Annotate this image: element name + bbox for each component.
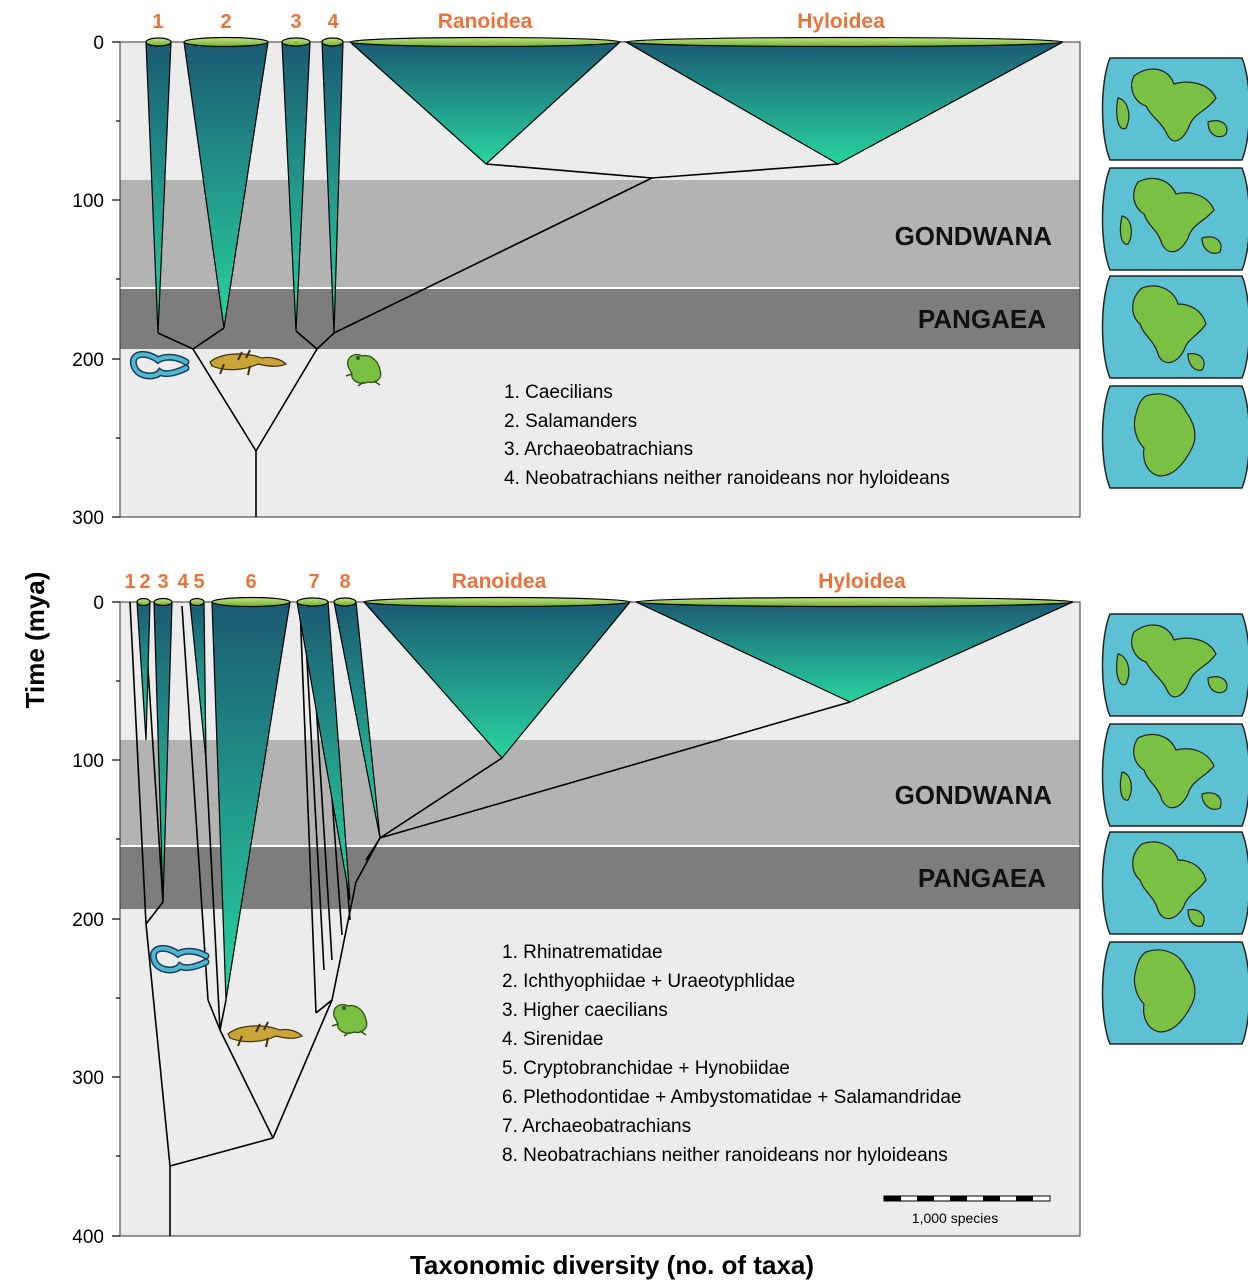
bottom-legend-3: 3. Higher caecilians [502, 1000, 668, 1021]
bottom-legend-6: 6. Plethodontidae + Ambystomatidae + Sal… [502, 1087, 961, 1108]
bottom-legend-7: 7. Archaeobatrachians [502, 1116, 691, 1137]
bottom-pangaea-band [120, 847, 1080, 909]
bottom-label-7: 7 [308, 571, 319, 593]
top-pangaea-band [120, 289, 1080, 349]
top-legend-4: 4. Neobatrachians neither ranoideans nor… [504, 468, 950, 489]
bottom-legend-2: 2. Ichthyophiidae + Uraeotyphlidae [502, 971, 795, 992]
bottom-tick-100: 100 [72, 751, 104, 772]
bottom-legend-1: 1. Rhinatrematidae [502, 942, 663, 963]
top-legend-1: 1. Caecilians [504, 382, 613, 403]
bottom-label-2: 2 [139, 571, 150, 593]
scale-bar [883, 1195, 1051, 1202]
bottom-tick-300: 300 [72, 1068, 104, 1089]
top-gondwana-band [120, 180, 1080, 288]
top-tick-0: 0 [93, 33, 104, 54]
top-panel: 0 100 200 300 GONDWANA PANGAEA [72, 10, 1081, 529]
top-label-1: 1 [152, 11, 163, 33]
globe-map-icon [1101, 831, 1248, 935]
bottom-plot-background [120, 602, 1080, 1236]
globe-maps [1101, 57, 1248, 1045]
bottom-label-3: 3 [157, 571, 168, 593]
top-label-hyloidea: Hyloidea [797, 10, 885, 33]
caecilian-icon [149, 944, 210, 974]
scale-bar-label: 1,000 species [912, 1210, 998, 1226]
bottom-legend-8: 8. Neobatrachians neither ranoideans nor… [502, 1145, 948, 1166]
bottom-gondwana-label: GONDWANA [895, 780, 1053, 810]
top-label-3: 3 [290, 11, 301, 33]
top-clades [145, 36, 1064, 334]
top-tick-300: 300 [72, 508, 104, 529]
top-legend-2: 2. Salamanders [504, 411, 637, 432]
bottom-gondwana-band [120, 740, 1080, 846]
bottom-tick-200: 200 [72, 910, 104, 931]
top-label-ranoidea: Ranoidea [438, 10, 533, 33]
bottom-label-4: 4 [177, 571, 189, 593]
top-tick-100: 100 [72, 191, 104, 212]
globe-map-icon [1101, 723, 1248, 827]
bottom-legend-5: 5. Cryptobranchidae + Hynobiidae [502, 1058, 790, 1079]
globe-map-icon [1101, 385, 1248, 489]
bottom-legend-4: 4. Sirenidae [502, 1029, 603, 1050]
globe-map-icon [1101, 167, 1248, 271]
frog-icon [345, 353, 382, 387]
bottom-tick-400: 400 [72, 1227, 104, 1248]
bottom-label-5: 5 [193, 571, 204, 593]
frog-icon [331, 1003, 368, 1037]
top-legend-3: 3. Archaeobatrachians [504, 439, 693, 460]
globe-map-icon [1101, 275, 1248, 379]
top-pangaea-label: PANGAEA [918, 304, 1046, 334]
x-axis-title: Taxonomic diversity (no. of taxa) [410, 1250, 814, 1280]
bottom-clades [136, 596, 1074, 1001]
bottom-label-hyloidea: Hyloidea [818, 570, 906, 593]
bottom-label-8: 8 [339, 571, 350, 593]
bottom-tick-0: 0 [93, 593, 104, 614]
salamander-icon [209, 349, 288, 376]
salamander-icon [227, 1021, 304, 1048]
bottom-panel: 0 100 200 300 400 GONDWANA PANGAEA [72, 570, 1081, 1248]
bottom-pangaea-label: PANGAEA [918, 863, 1046, 893]
bottom-label-1: 1 [124, 571, 135, 593]
globe-map-icon [1101, 57, 1248, 161]
top-label-2: 2 [220, 11, 231, 33]
globe-map-icon [1101, 613, 1248, 717]
globe-map-icon [1101, 941, 1248, 1045]
y-axis-title: Time (mya) [20, 572, 50, 709]
top-label-4: 4 [327, 11, 339, 33]
bottom-label-ranoidea: Ranoidea [452, 570, 547, 593]
top-gondwana-label: GONDWANA [895, 221, 1053, 251]
caecilian-icon [129, 350, 190, 380]
top-tree-branches [157, 163, 839, 517]
bottom-label-6: 6 [245, 571, 256, 593]
top-tick-200: 200 [72, 350, 104, 371]
